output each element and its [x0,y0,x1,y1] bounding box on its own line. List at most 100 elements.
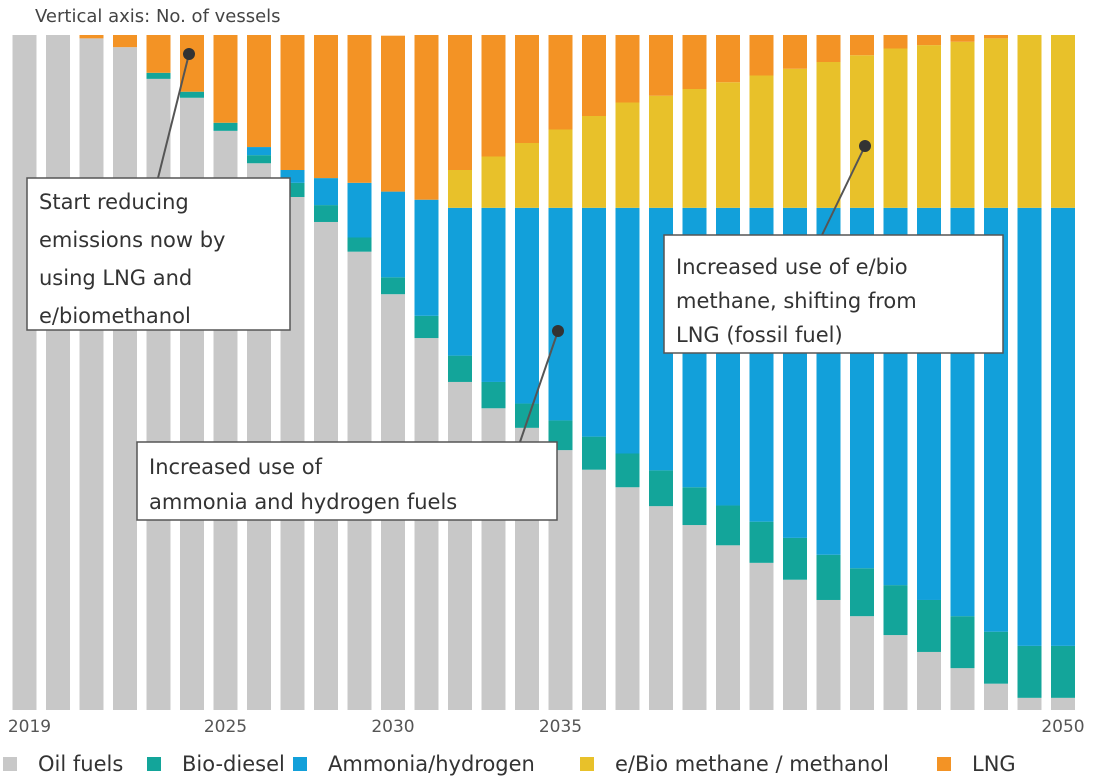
bar-segment [749,562,774,710]
bar-segment [850,568,874,617]
bar-segment [582,469,606,710]
annotation-box [136,441,558,521]
bar-segment [582,35,606,116]
legend-swatch [937,757,951,771]
bar-segment [716,35,740,83]
bar-segment [414,315,439,339]
bar-segment [548,129,573,208]
annotation-leader [519,330,559,443]
bar-segment [850,35,874,56]
bar-segment [615,207,640,454]
bar-segment [649,35,673,96]
bar-segment [816,35,841,62]
annotation-text: using LNG and [39,266,192,290]
bar-segment [716,82,740,208]
bar-segment [917,35,941,46]
bar-segment [716,545,740,710]
annotation-dot [552,325,564,337]
bar-segment [481,156,506,208]
legend-swatch [3,757,17,771]
bar-segment [448,381,472,710]
bar-segment [984,38,1008,208]
bar-segment [649,506,673,710]
annotation-text: LNG (fossil fuel) [676,323,843,347]
bar-segment [816,62,841,208]
bar-segment [917,45,941,208]
bar-segment [146,72,171,79]
bar-segment [247,155,271,164]
bar-segment [1017,645,1042,698]
bar-segment [984,683,1008,710]
bar-segment [347,237,372,252]
annotation-leader [157,53,190,179]
bar-segment [582,436,606,470]
bar-segment [481,381,506,409]
bar-segment [314,35,338,179]
bar-segment [816,554,841,600]
bar-segment [548,207,573,421]
bar-segment [180,35,204,92]
annotation-text: Increased use of e/bio [676,255,908,279]
annotation-text: emissions now by [39,228,225,252]
bar-segment [950,41,975,208]
bar-segment [615,487,640,710]
chart-subtitle: Vertical axis: No. of vessels [35,6,281,27]
annotation-text: Start reducing [39,190,189,214]
bar-segment [381,35,405,192]
bar-segment [917,651,941,710]
bar-segment [515,207,539,404]
bar-segment [247,147,271,156]
bar-segment [180,91,204,98]
bar-segment [381,191,405,278]
bar-segment [448,35,472,170]
bar-segment [213,122,238,131]
bar-segment [414,35,439,200]
bar-segment [582,207,606,437]
bar-segment [950,668,975,710]
bar-segment [649,95,673,208]
bar-segment [247,35,271,148]
bar-segment [448,207,472,356]
bar-segment [113,35,137,48]
legend-swatch [293,757,307,771]
bar-segment [883,635,908,710]
bar-segment [816,599,841,710]
bar-segment [79,38,104,710]
bar-segment [481,207,506,382]
legend-label: e/Bio methane / methanol [615,752,889,776]
bar-segment [448,170,472,208]
bar-segment [615,453,640,488]
bar-segment [1051,35,1075,208]
bar-segment [984,631,1008,684]
bar-segment [883,585,908,636]
bar-segment [213,35,238,123]
bar-segment [984,35,1008,39]
bar-segment [615,35,640,103]
annotation-text: ammonia and hydrogen fuels [149,490,457,514]
bar-segment [950,616,975,669]
bar-segment [46,35,70,710]
x-tick-label: 2030 [371,717,414,737]
annotation-text: Increased use of [149,455,323,479]
annotation-box [26,177,291,331]
bar-segment [716,505,740,546]
bar-segment [414,199,439,316]
bar-segment [682,525,707,710]
bar-segment [448,355,472,382]
bar-segment [481,35,506,157]
bar-segment [12,35,37,710]
bar-segment [515,143,539,208]
bar-segment [314,205,338,222]
bar-segment [381,277,405,295]
bar-segment [917,599,941,652]
bar-segment [113,47,137,710]
bar-segment [1051,697,1075,710]
bar-segment [79,35,104,39]
x-tick-label: 2035 [539,717,582,737]
bar-segment [950,35,975,42]
bar-segment [1017,697,1042,710]
annotation-text: methane, shifting from [676,289,917,313]
bar-segment [1051,207,1075,646]
bar-segment [649,470,673,507]
